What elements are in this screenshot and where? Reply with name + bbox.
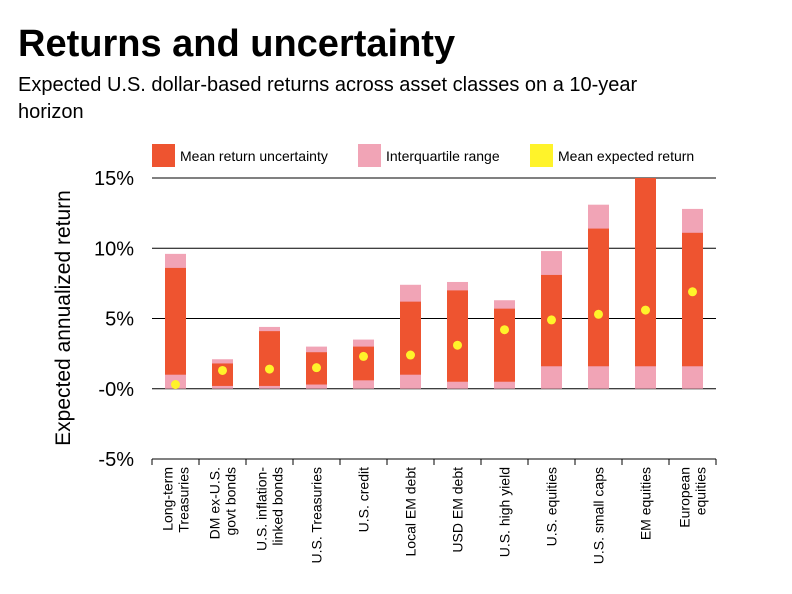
x-tick-label-0-0: Long-term [160,467,176,531]
mean-point-1 [218,365,227,375]
legend-swatch-0 [152,144,175,167]
legend-label-1: Interquartile range [386,148,500,164]
x-tick-label-0-1: Treasuries [176,467,192,533]
x-tick-label-1-0: DM ex-U.S. [207,467,223,539]
x-tick-label-2-1: linked bonds [270,467,286,546]
uncertainty-bar-2 [259,331,280,386]
mean-return-uncertainty-bars [165,178,703,386]
interquartile-range-bars [165,178,703,389]
x-tick-label-10-0: EM equities [638,467,654,540]
x-tick-label-5-0: Local EM debt [403,467,419,557]
x-tick-label-1-1: govt bonds [223,467,239,536]
uncertainty-bar-10 [635,178,656,367]
uncertainty-bar-4 [353,346,374,381]
x-tick-label-11-0: European [677,467,693,528]
legend-swatch-1 [358,144,381,167]
chart-title: Returns and uncertainty [18,23,456,65]
legend-label-0: Mean return uncertainty [180,148,328,164]
mean-point-8 [547,315,556,325]
mean-point-9 [594,309,603,319]
uncertainty-bar-5 [400,301,421,375]
y-axis-label: Expected annualized return [52,190,75,446]
y-tick-label-2: 5% [105,309,134,331]
x-tick-label-3-0: U.S. Treasuries [309,467,325,563]
y-tick-label-0: 15% [94,168,134,190]
x-axis [151,458,717,465]
x-tick-label-7-0: U.S. high yield [497,467,513,557]
uncertainty-bar-7 [494,308,515,382]
uncertainty-bar-9 [588,228,609,367]
x-tick-label-2-0: U.S. inflation- [254,467,270,551]
legend-label-2: Mean expected return [558,148,694,164]
mean-point-2 [265,364,274,374]
mean-point-4 [359,351,368,361]
legend: Mean return uncertainty Interquartile ran… [152,144,694,167]
mean-point-5 [406,350,415,360]
mean-point-3 [312,363,321,373]
y-tick-label-4: -5% [98,449,134,471]
y-tick-labels: 15% 10% 5% -0% -5% [94,168,134,471]
uncertainty-bar-0 [165,267,186,375]
x-tick-label-6-0: USD EM debt [450,467,466,553]
mean-point-0 [171,380,180,390]
uncertainty-bar-11 [682,232,703,367]
legend-swatch-2 [530,144,553,167]
mean-expected-return-points [171,287,697,390]
mean-point-6 [453,340,462,350]
mean-point-11 [688,287,697,297]
x-tick-label-11-1: equities [693,467,709,515]
grid-lines [152,177,716,460]
mean-point-10 [641,305,650,315]
mean-point-7 [500,325,509,335]
x-tick-labels: Long-term Treasuries DM ex-U.S. govt bonds U… [160,467,709,565]
y-tick-label-3: -0% [98,379,134,401]
uncertainty-bar-6 [447,290,468,382]
x-tick-label-8-0: U.S. equities [544,467,560,546]
x-tick-label-4-0: U.S. credit [356,467,372,532]
x-tick-label-9-0: U.S. small caps [591,467,607,564]
chart-subtitle: Expected U.S. dollar-based returns acros… [18,74,638,123]
y-tick-label-1: 10% [94,238,134,260]
